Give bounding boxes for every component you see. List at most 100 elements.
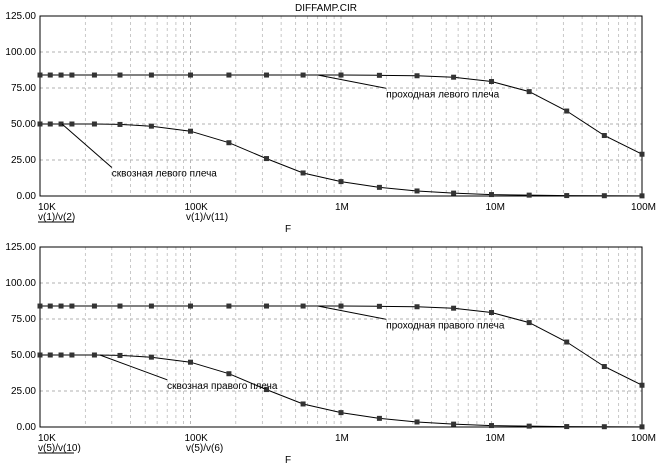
y-tick-label: 75.00 (11, 314, 36, 325)
chart-panel-1: 0.00 25.00 50.00 75.00 100.00 125.00 10K 100K 1M… (5, 11, 656, 235)
x-tick-label: 10M (486, 433, 505, 444)
x-tick-label: 100M (631, 202, 656, 213)
annotation-leader-line (317, 74, 387, 89)
series-1-point (300, 303, 306, 309)
x-tick-label: 10K (38, 433, 56, 444)
y-tick-label: 0.00 (17, 191, 37, 202)
series-2-point (117, 121, 123, 127)
y-tick-label: 75.00 (11, 83, 36, 94)
series-1-point (264, 72, 270, 78)
series-2-point (601, 424, 607, 430)
annotation-label: сквозная правого плеча (167, 381, 278, 392)
series-2-point (526, 192, 532, 198)
series-1-point (564, 339, 570, 345)
series-1-point (489, 310, 494, 316)
series-1-point (69, 72, 75, 78)
series-2-point (188, 128, 193, 134)
series-1-point (188, 72, 193, 78)
series-2-point (489, 423, 494, 429)
legend-entry: v(1)/v(2) (38, 212, 75, 223)
series-1-point (69, 303, 75, 309)
y-tick-label: 100.00 (5, 278, 36, 289)
annotation-leader-line (99, 354, 168, 381)
series-1-point (338, 72, 344, 78)
series-2-point (639, 193, 645, 199)
y-tick-label: 0.00 (17, 422, 37, 433)
y-tick-label: 125.00 (5, 11, 36, 22)
series-1-point (300, 72, 306, 78)
series-2-point (69, 352, 75, 358)
series-1-point (414, 304, 420, 310)
grid (39, 246, 643, 428)
series-2-point (91, 121, 97, 127)
series-1-point (226, 72, 232, 78)
annotation-label: сквозная левого плеча (112, 169, 218, 180)
series-2-point (69, 121, 75, 127)
series-1-point (58, 303, 64, 309)
y-tick-label: 100.00 (5, 47, 36, 58)
series-2-point (300, 401, 306, 407)
series-2-point (601, 193, 607, 199)
series-1-point (376, 72, 382, 78)
series-2-point (226, 371, 232, 377)
x-tick-label: 1M (335, 202, 349, 213)
series-1-point (376, 303, 382, 309)
series-1-point (526, 320, 532, 326)
series-1-point (639, 151, 645, 157)
series-1-point (526, 89, 532, 95)
plot-frame (39, 15, 643, 197)
series-2-point (564, 424, 570, 430)
series-1-point (47, 72, 53, 78)
series-2-point (91, 352, 97, 358)
series-1-point (264, 303, 270, 309)
series-1-point (148, 303, 154, 309)
series-2-point (148, 123, 154, 129)
annotation-label: проходная правого плеча (386, 320, 505, 331)
y-tick-label: 25.00 (11, 155, 36, 166)
series-1-point (91, 303, 97, 309)
series-2-point (526, 423, 532, 429)
annotation-label: проходная левого плеча (386, 89, 499, 100)
series-2-point (58, 352, 64, 358)
series-1-point (37, 303, 43, 309)
x-axis-label: F (285, 224, 291, 235)
series-2-point (300, 170, 306, 176)
series-1-line (40, 305, 643, 386)
series-2-point (414, 188, 420, 194)
legend-entry: v(5)/v(6) (186, 443, 223, 454)
y-tick-label: 50.00 (11, 119, 36, 130)
x-tick-label: 1M (335, 433, 349, 444)
series-1-point (451, 74, 457, 80)
x-tick-label: 10K (38, 202, 56, 213)
series-2-point (414, 419, 420, 425)
series-1-point (226, 303, 232, 309)
series-1-point (338, 303, 344, 309)
legend-entry: v(5)/v(10) (38, 443, 81, 454)
series-2-point (58, 121, 64, 127)
series-1-point (489, 79, 494, 85)
x-tick-label: 100K (185, 433, 209, 444)
series-2-point (451, 421, 457, 427)
series-2-point (489, 192, 494, 198)
series-2-point (47, 121, 53, 127)
series-1-point (188, 303, 193, 309)
series-1-point (601, 133, 607, 139)
series-2-point (37, 121, 43, 127)
series-2-point (264, 387, 270, 393)
x-tick-label: 100M (631, 433, 656, 444)
series-2-point (47, 352, 53, 358)
series-2-point (226, 140, 232, 146)
series-2-point (451, 190, 457, 196)
series-2-line (40, 123, 643, 197)
series-2-point (148, 354, 154, 360)
x-tick-label: 10M (486, 202, 505, 213)
series-1-point (91, 72, 97, 78)
series-2-point (188, 359, 193, 365)
series-1-point (37, 72, 43, 78)
plot-frame (39, 246, 643, 428)
series-1-point (58, 72, 64, 78)
series-2-point (338, 410, 344, 416)
series-2-point (376, 415, 382, 421)
series-1-point (47, 303, 53, 309)
